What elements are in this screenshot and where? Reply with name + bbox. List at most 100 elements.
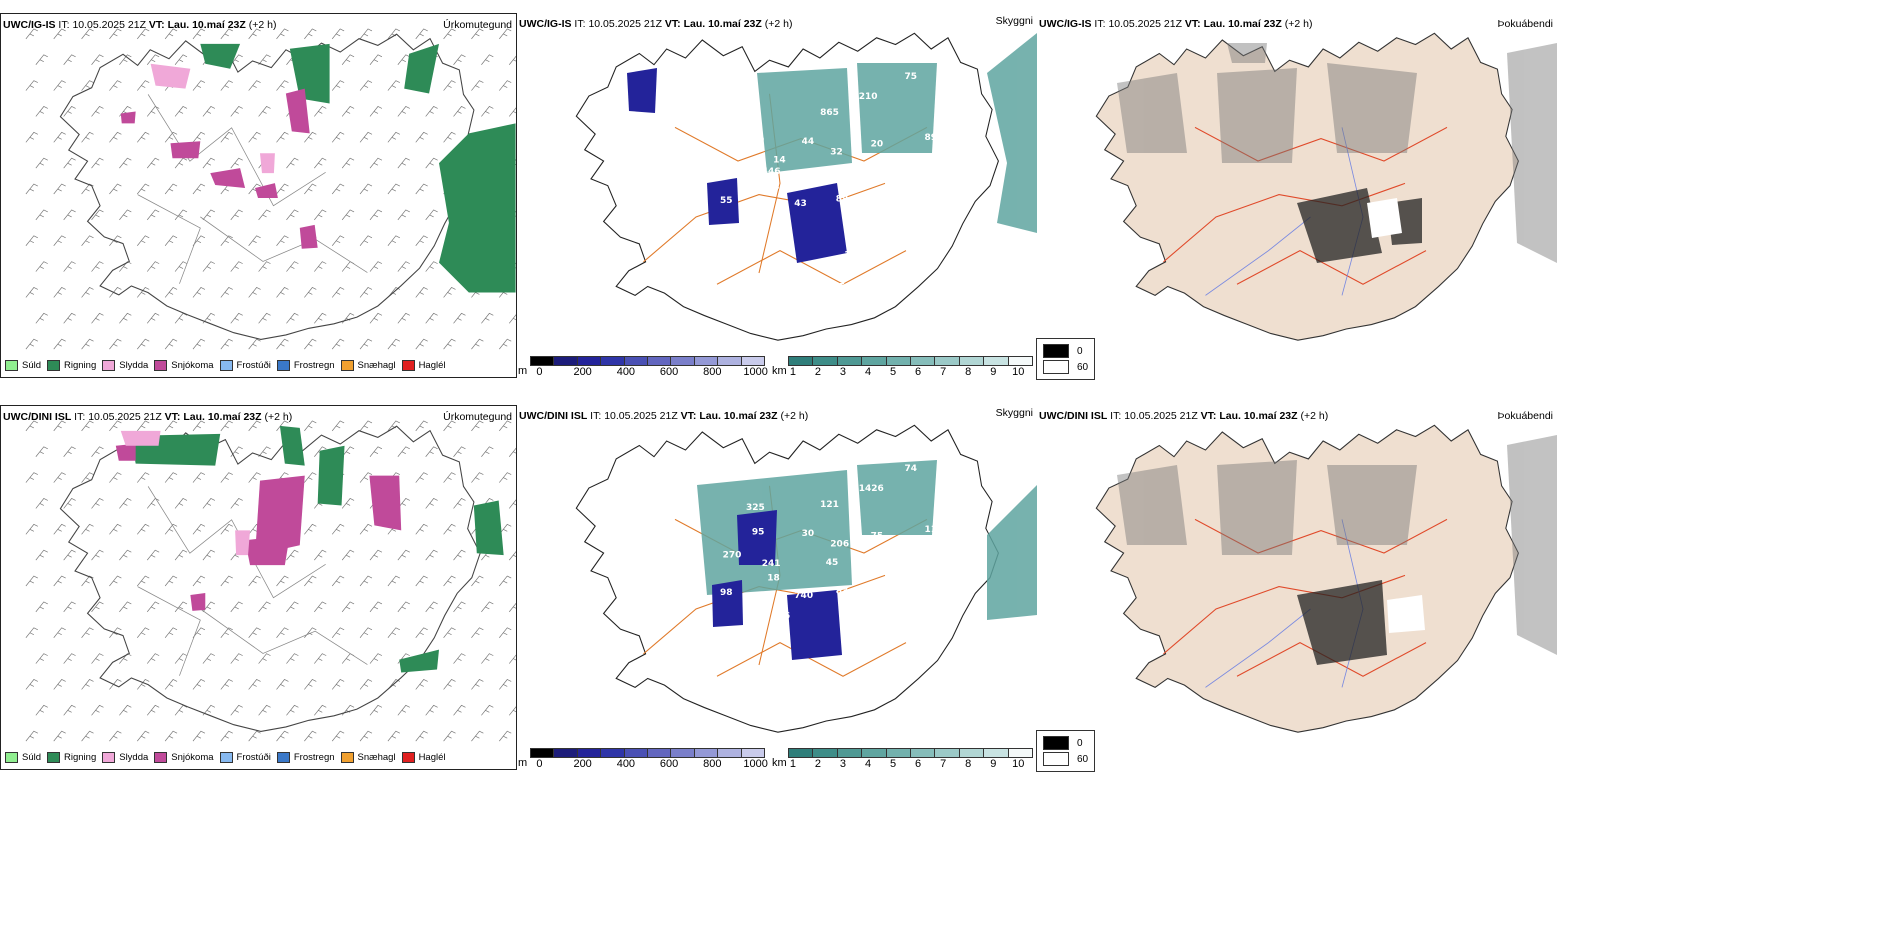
- fog-swatch-0: [1043, 736, 1069, 750]
- wind-barb: [276, 28, 289, 40]
- wind-barb: [230, 653, 243, 664]
- wind-barb: [453, 106, 466, 117]
- legend-swatch: [276, 752, 290, 763]
- wind-barb: [230, 209, 243, 221]
- wind-barb: [35, 157, 48, 169]
- legend-swatch: [5, 360, 18, 371]
- colorbar-segment: [1008, 749, 1033, 757]
- wind-barb: [258, 106, 271, 117]
- legend-swatch: [47, 752, 61, 763]
- ceiling-label: 186: [771, 612, 790, 622]
- wind-barb: [146, 601, 160, 613]
- wind-barb: [81, 131, 94, 143]
- colorbar-tick: 0: [536, 758, 543, 770]
- wind-barb: [397, 261, 410, 272]
- precip-map-igis: [25, 28, 516, 350]
- wind-barb: [276, 627, 289, 638]
- fog-map-dini: [1095, 424, 1557, 733]
- ceiling-label: 446: [762, 167, 781, 177]
- ceiling-label: 44: [802, 137, 815, 147]
- wind-barb: [286, 601, 299, 613]
- legend-label: Slydda: [119, 752, 149, 763]
- wind-barb: [359, 80, 373, 91]
- wind-barb: [499, 420, 512, 432]
- wind-barb: [508, 447, 516, 457]
- ceiling-label: 270: [723, 551, 742, 561]
- precip-panel-dini: UWC/DINI ISL IT: 10.05.2025 21Z VT: Lau.…: [0, 405, 517, 770]
- wind-barb: [258, 601, 271, 613]
- wind-barb: [471, 472, 484, 483]
- wind-barb: [81, 183, 94, 195]
- ceiling-label: 75: [871, 532, 884, 542]
- wind-barb: [387, 420, 400, 432]
- wind-barb: [415, 235, 428, 246]
- wind-barb: [137, 183, 150, 195]
- colorbar-tick: 1000: [743, 758, 768, 770]
- wind-barb: [314, 653, 327, 664]
- ceiling-label: 30: [802, 529, 815, 539]
- precip-legend: Súld Rigning Slydda Snjókoma Frostúði Frostre…: [5, 752, 446, 763]
- wind-barb: [119, 209, 132, 221]
- wind-barb: [443, 472, 456, 483]
- wind-barb: [202, 653, 216, 664]
- ceiling-label: 208: [962, 636, 981, 646]
- wind-barb: [415, 523, 428, 535]
- ceiling-label: 39: [878, 564, 891, 574]
- wind-barb: [220, 730, 233, 742]
- wind-barb: [471, 338, 484, 350]
- colorbar-tick: 3: [839, 758, 847, 770]
- wind-barb: [508, 654, 516, 664]
- legend-label: Haglél: [418, 360, 446, 371]
- legend-swatch: [154, 752, 168, 763]
- wind-barb: [137, 730, 150, 742]
- colorbar-tick: 4: [864, 758, 872, 770]
- wind-barb: [164, 131, 178, 143]
- wind-barb: [81, 420, 94, 432]
- wind-barb: [35, 312, 48, 324]
- colorbar-segment: [531, 357, 555, 365]
- wind-barb: [359, 338, 373, 350]
- wind-barb: [81, 575, 94, 587]
- ceiling-label: 32: [830, 147, 843, 157]
- wind-barb: [248, 420, 261, 432]
- wind-barb: [25, 523, 38, 535]
- wind-barb: [192, 523, 206, 535]
- wind-barb: [248, 338, 261, 350]
- wind-barb: [81, 287, 94, 298]
- wind-barb: [230, 54, 243, 65]
- wind-barb: [248, 679, 261, 690]
- ceiling-label: 372: [651, 118, 670, 128]
- wind-barb: [137, 627, 150, 638]
- wind-barb: [304, 338, 317, 350]
- wind-barb: [192, 287, 206, 298]
- panel-title: Úrkomutegund: [443, 19, 512, 31]
- wind-barb: [425, 312, 438, 324]
- wind-barb: [53, 338, 66, 350]
- wind-barb: [481, 704, 494, 716]
- wind-barb: [276, 575, 289, 587]
- wind-barb: [119, 312, 132, 324]
- visibility-colorbar-row1: 1 2 3 4 5 6 7 8 9 10 km: [772, 356, 1033, 378]
- colorbar-segment: [886, 357, 912, 365]
- colorbar-segment: [671, 749, 695, 757]
- wind-barb: [25, 131, 38, 143]
- wind-barb: [230, 601, 243, 613]
- wind-barb: [304, 523, 317, 535]
- wind-barb: [425, 106, 438, 117]
- wind-barb: [91, 209, 104, 221]
- wind-barb: [25, 679, 38, 690]
- wind-barb: [164, 679, 178, 690]
- wind-barb: [146, 704, 160, 716]
- panel-header: UWC/DINI ISL IT: 10.05.2025 21Z VT: Lau.…: [1039, 410, 1329, 422]
- wind-barb: [192, 575, 206, 587]
- wind-barb: [499, 28, 512, 40]
- wind-barb: [443, 338, 456, 350]
- wind-barb: [397, 106, 410, 117]
- colorbar-tick: 2: [814, 758, 821, 770]
- wind-barb: [443, 730, 456, 742]
- wind-barb: [35, 54, 48, 65]
- wind-barb: [499, 523, 512, 535]
- colorbar-tick: 9: [990, 366, 997, 378]
- wind-barb: [471, 575, 484, 587]
- wind-barb: [164, 730, 178, 742]
